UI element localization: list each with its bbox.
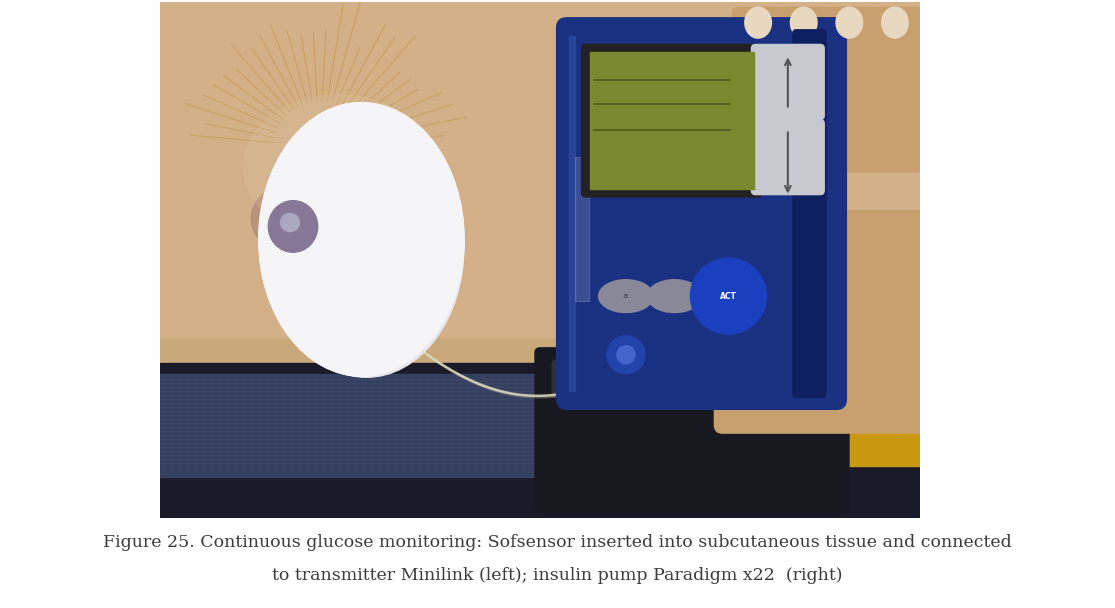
FancyBboxPatch shape bbox=[870, 7, 921, 172]
Ellipse shape bbox=[269, 117, 464, 377]
Ellipse shape bbox=[269, 201, 318, 252]
Bar bbox=[159, 373, 639, 477]
FancyBboxPatch shape bbox=[854, 255, 925, 379]
Bar bbox=[159, 363, 920, 518]
Ellipse shape bbox=[281, 213, 300, 232]
FancyBboxPatch shape bbox=[824, 7, 875, 172]
FancyBboxPatch shape bbox=[556, 18, 846, 409]
FancyBboxPatch shape bbox=[582, 44, 763, 197]
Circle shape bbox=[597, 326, 655, 384]
FancyBboxPatch shape bbox=[535, 348, 849, 513]
Ellipse shape bbox=[882, 7, 909, 38]
FancyBboxPatch shape bbox=[778, 7, 830, 172]
Bar bbox=[791, 286, 920, 466]
Text: -B: -B bbox=[623, 294, 629, 299]
Ellipse shape bbox=[599, 280, 653, 313]
Ellipse shape bbox=[259, 103, 464, 376]
Text: ACT: ACT bbox=[720, 292, 737, 300]
Text: to transmitter Minilink (left); insulin pump Paradigm x22  (right): to transmitter Minilink (left); insulin … bbox=[272, 567, 843, 584]
Ellipse shape bbox=[647, 280, 701, 313]
Text: Figure 25. Continuous glucose monitoring: Sofsensor inserted into subcutaneous t: Figure 25. Continuous glucose monitoring… bbox=[103, 534, 1012, 551]
Ellipse shape bbox=[251, 182, 342, 255]
Ellipse shape bbox=[259, 103, 464, 376]
Ellipse shape bbox=[791, 7, 817, 38]
Circle shape bbox=[690, 258, 766, 334]
Circle shape bbox=[617, 345, 636, 364]
FancyBboxPatch shape bbox=[752, 120, 824, 195]
Ellipse shape bbox=[745, 7, 772, 38]
Ellipse shape bbox=[836, 7, 863, 38]
Bar bbox=[569, 36, 574, 392]
Bar bbox=[574, 157, 589, 302]
FancyBboxPatch shape bbox=[552, 360, 649, 397]
FancyBboxPatch shape bbox=[733, 7, 784, 172]
FancyBboxPatch shape bbox=[793, 30, 826, 397]
Bar bbox=[159, 2, 920, 337]
Ellipse shape bbox=[243, 95, 434, 240]
Circle shape bbox=[607, 336, 644, 374]
FancyBboxPatch shape bbox=[715, 211, 928, 433]
FancyBboxPatch shape bbox=[752, 44, 824, 120]
Bar bbox=[590, 52, 754, 189]
